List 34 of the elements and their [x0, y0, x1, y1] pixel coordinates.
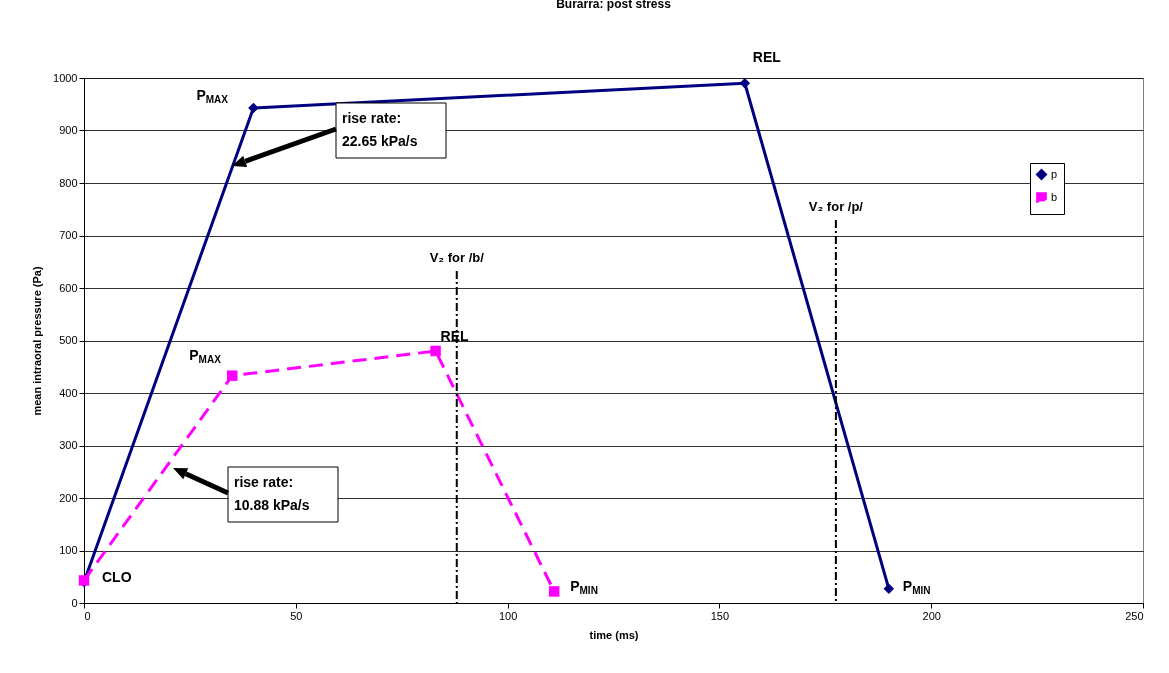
x-tick-label: 150	[710, 609, 730, 622]
y-tick-label: 200	[59, 491, 78, 504]
legend-label: p	[1051, 167, 1058, 180]
point	[548, 586, 560, 597]
annotation: rise rate: 22.65 kPa/s	[342, 110, 418, 149]
y-tick-label: 600	[59, 281, 78, 294]
chart-title: Burarra: post stress	[556, 0, 672, 12]
x-tick-label: 0	[84, 609, 91, 622]
point	[248, 102, 259, 114]
y-tick-label: 1000	[53, 71, 78, 84]
y-tick-label: 500	[59, 334, 78, 346]
x-axis-title: time (ms)	[589, 628, 639, 641]
annotation: rise rate: 10.88 kPa/s	[234, 474, 310, 513]
x-tick-label: 200	[922, 609, 941, 622]
y-axis-title: mean intraoral pressure (Pa)	[31, 266, 44, 416]
annotation: REL	[440, 328, 470, 344]
point	[430, 345, 441, 357]
x-tick-label: 250	[1125, 609, 1144, 622]
y-tick-label: 800	[59, 176, 78, 189]
y-tick-label: 100	[59, 544, 78, 556]
y-tick-label: 0	[71, 596, 78, 609]
annotation: REL	[752, 49, 782, 66]
x-tick-label: 50	[290, 609, 303, 622]
x-tick-label: 100	[498, 609, 518, 622]
annotation: CLO	[102, 569, 132, 586]
y-tick-label: 700	[59, 229, 78, 241]
point	[227, 370, 238, 381]
ref-line-label: V₂ for /p/	[808, 199, 864, 214]
ref-line-label: V₂ for /b/	[429, 250, 485, 265]
y-tick-label: 300	[59, 439, 78, 451]
legend-label: b	[1051, 190, 1058, 203]
y-tick-label: 900	[59, 124, 78, 136]
y-tick-label: 400	[59, 386, 78, 399]
point	[883, 583, 895, 595]
